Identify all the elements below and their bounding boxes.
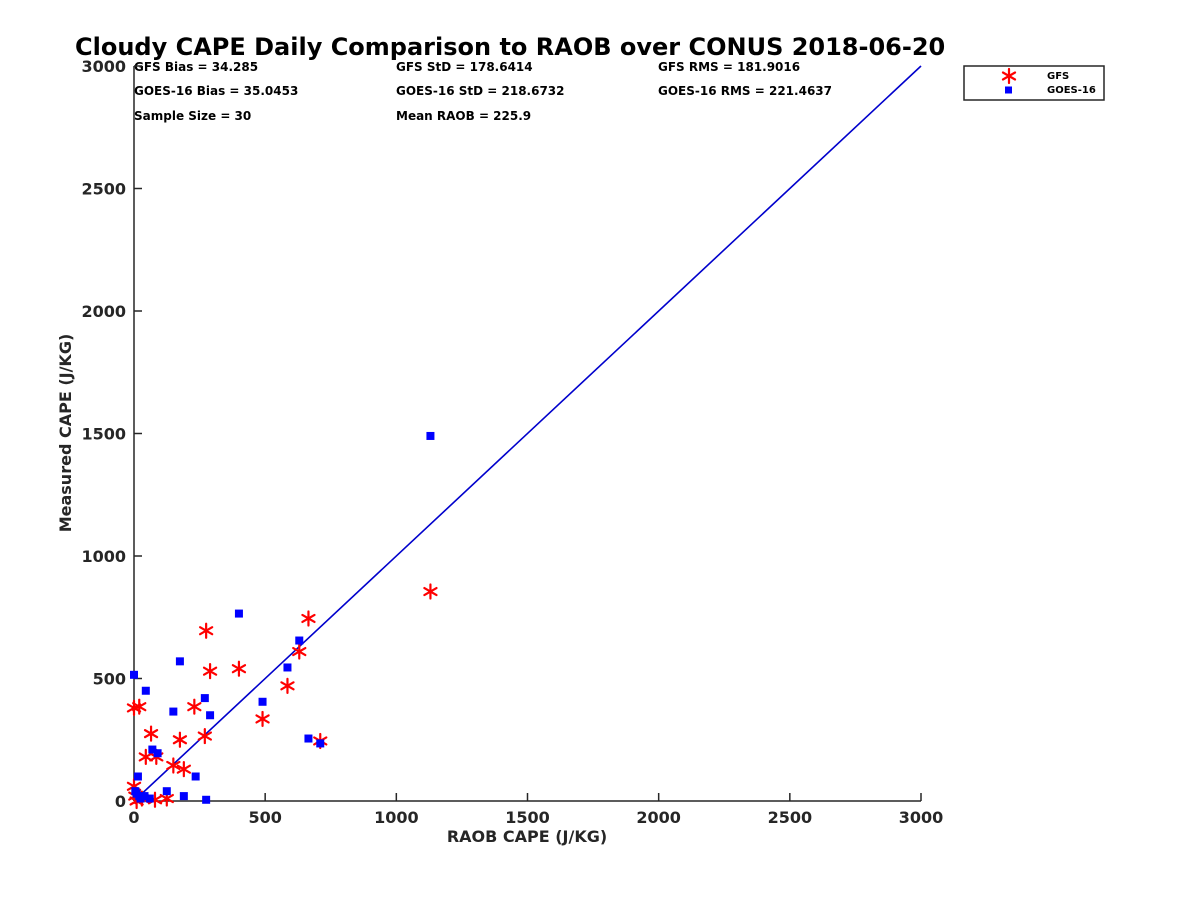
goes-16-point: [200, 694, 209, 703]
gfs-point: [280, 677, 295, 694]
goes-16-point: [304, 734, 313, 743]
gfs-point: [166, 757, 181, 774]
gfs-rms-text: GFS RMS = 181.9016: [658, 60, 800, 74]
goes-16-point: [141, 686, 150, 695]
goes-16-point: [133, 772, 142, 781]
gfs-point: [198, 622, 214, 639]
one-to-one-line: [133, 65, 922, 802]
y-axis-ticks: 0 500 1000 1500 2000 2500 3000: [81, 57, 142, 811]
x-axis-label: RAOB CAPE (J/KG): [447, 827, 607, 846]
gfs-point: [231, 660, 247, 677]
x-tick-label: 500: [248, 808, 281, 827]
mean-raob-text: Mean RAOB = 225.9: [396, 109, 531, 123]
legend-gfs-asterisk: [1001, 67, 1017, 85]
y-tick-label: 2000: [81, 302, 126, 321]
x-tick-label: 1000: [374, 808, 419, 827]
gfs-bias-text: GFS Bias = 34.285: [134, 60, 258, 74]
sample-size-text: Sample Size = 30: [134, 109, 251, 123]
goes-16-point: [191, 772, 200, 781]
goes-16-point: [130, 670, 138, 679]
gfs-point: [197, 727, 212, 745]
legend-gfs-marker: [1001, 67, 1017, 85]
legend-box: [963, 65, 1105, 101]
gfs-point: [202, 663, 218, 680]
y-tick-label: 0: [115, 792, 126, 811]
x-tick-label: 1500: [505, 808, 550, 827]
gfs-point: [301, 610, 316, 627]
x-tick-label: 3000: [899, 808, 944, 827]
gfs-point: [187, 698, 202, 715]
y-tick-label: 3000: [81, 57, 126, 76]
goes-rms-text: GOES-16 RMS = 221.4637: [658, 84, 832, 98]
x-tick-label: 2000: [636, 808, 681, 827]
gfs-point: [143, 725, 159, 742]
goes-16-point: [295, 636, 304, 645]
gfs-point: [138, 748, 153, 766]
goes-16-point: [140, 792, 149, 801]
gfs-point: [176, 761, 192, 778]
goes-16-point: [316, 739, 325, 748]
gfs-point: [132, 698, 147, 715]
series-goes-16: [130, 431, 435, 804]
gfs-point: [423, 583, 438, 600]
y-tick-label: 2500: [81, 180, 126, 199]
chart-title: Cloudy CAPE Daily Comparison to RAOB ove…: [75, 33, 945, 61]
y-tick-label: 1500: [81, 425, 126, 444]
y-tick-label: 500: [93, 670, 126, 689]
goes-std-text: GOES-16 StD = 218.6732: [396, 84, 565, 98]
y-axis-label: Measured CAPE (J/KG): [56, 334, 75, 533]
goes-16-point: [162, 787, 171, 796]
goes-16-point: [175, 657, 184, 666]
goes-bias-text: GOES-16 Bias = 35.0453: [134, 84, 298, 98]
x-tick-label: 0: [128, 808, 139, 827]
goes-16-point: [153, 749, 162, 758]
goes-16-point: [206, 711, 215, 720]
goes-16-point: [179, 792, 188, 801]
x-axis-ticks: 0 500 1000 1500 2000 2500 3000: [128, 793, 943, 827]
goes-16-point: [202, 795, 211, 804]
legend-goes-label: GOES-16: [1047, 85, 1096, 96]
goes-16-point: [234, 609, 243, 618]
goes-16-point: [148, 745, 157, 754]
goes-16-point: [283, 663, 292, 672]
plot-area: [126, 65, 922, 810]
gfs-std-text: GFS StD = 178.6414: [396, 60, 533, 74]
legend-goes-marker: [1005, 86, 1012, 94]
x-tick-label: 2500: [768, 808, 813, 827]
goes-16-point: [169, 707, 178, 716]
gfs-point: [292, 643, 307, 660]
gfs-point: [255, 710, 270, 728]
legend: GFS GOES-16: [963, 65, 1105, 101]
gfs-point: [172, 731, 188, 748]
goes-16-point: [145, 794, 154, 803]
legend-gfs-label: GFS: [1047, 71, 1069, 82]
statistics-panel: GFS Bias = 34.285 GFS StD = 178.6414 GFS…: [134, 60, 832, 123]
goes-16-point: [426, 431, 435, 440]
y-tick-label: 1000: [81, 547, 126, 566]
goes-16-point: [258, 697, 267, 706]
series-gfs: [126, 583, 438, 810]
